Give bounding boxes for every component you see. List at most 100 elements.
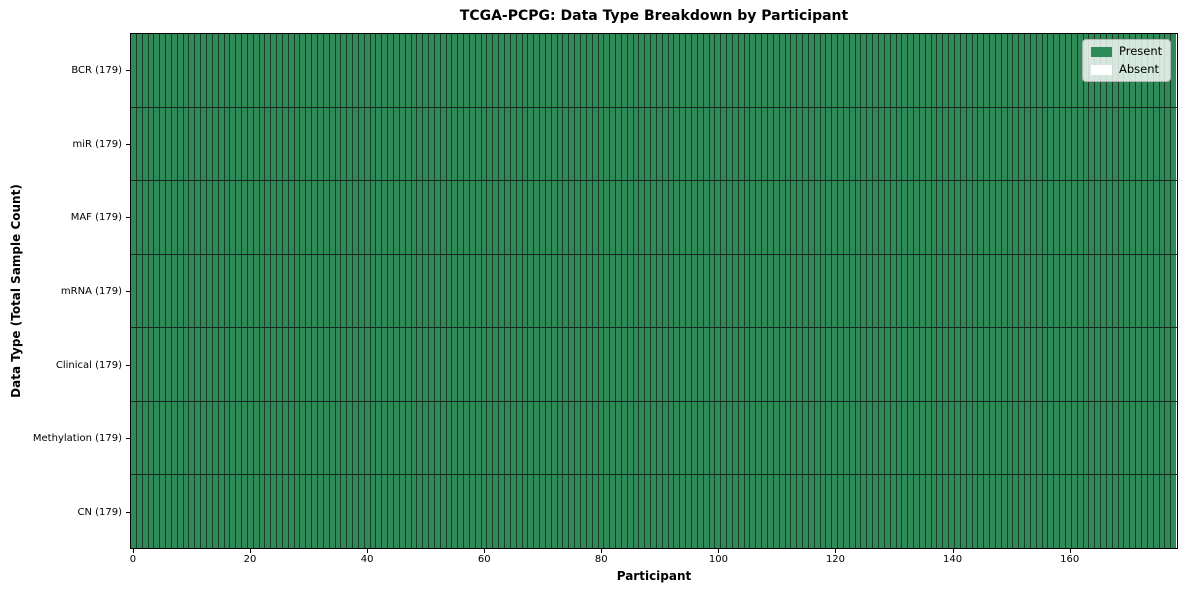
heatmap-cell <box>1030 34 1037 107</box>
heatmap-cell <box>557 107 564 181</box>
heatmap-cell <box>732 401 739 475</box>
heatmap-cell <box>984 475 991 549</box>
heatmap-cell <box>773 34 780 107</box>
heatmap-cell <box>884 328 891 401</box>
heatmap-cell <box>557 181 564 254</box>
heatmap-cell <box>598 181 605 254</box>
heatmap-cell <box>323 328 330 401</box>
heatmap-cell <box>487 401 494 475</box>
heatmap-cell <box>510 401 517 475</box>
heatmap-cell <box>469 328 476 401</box>
heatmap-cell <box>540 181 546 254</box>
heatmap-cell <box>1048 401 1055 475</box>
heatmap-cell <box>282 475 289 549</box>
heatmap-cell <box>756 254 763 328</box>
heatmap-cell <box>230 328 237 401</box>
heatmap-cell <box>154 107 161 181</box>
heatmap-cell <box>580 328 587 401</box>
heatmap-cell <box>1130 328 1137 401</box>
heatmap-cell <box>867 328 874 401</box>
heatmap-cell <box>265 34 272 107</box>
heatmap-cell <box>411 475 418 549</box>
heatmap-cell <box>236 107 243 181</box>
heatmap-cell <box>353 254 359 328</box>
heatmap-cell <box>867 254 874 328</box>
heatmap-cell <box>405 34 412 107</box>
x-tick-mark <box>250 549 252 553</box>
heatmap-cell <box>592 34 599 107</box>
heatmap-cell <box>808 34 815 107</box>
heatmap-cell <box>773 181 780 254</box>
heatmap-cell <box>902 401 909 475</box>
heatmap-cell <box>843 254 850 328</box>
heatmap-cell <box>347 107 354 181</box>
heatmap-cell <box>545 181 552 254</box>
heatmap-cell <box>651 107 657 181</box>
heatmap-cell <box>417 254 424 328</box>
heatmap-cell <box>1159 401 1166 475</box>
heatmap-cell <box>1118 475 1125 549</box>
heatmap-cell <box>376 254 383 328</box>
heatmap-cell <box>540 328 546 401</box>
heatmap-cell <box>767 328 774 401</box>
heatmap-cell <box>1060 254 1066 328</box>
heatmap-cell <box>282 254 289 328</box>
heatmap-cell <box>832 328 839 401</box>
heatmap-cell <box>487 254 494 328</box>
heatmap-cell <box>142 181 149 254</box>
heatmap-cell <box>440 254 447 328</box>
heatmap-cell <box>1106 328 1113 401</box>
heatmap-cell <box>528 401 535 475</box>
heatmap-cell <box>1077 401 1084 475</box>
heatmap-cell <box>329 181 336 254</box>
heatmap-cell <box>1071 107 1078 181</box>
y-tick-label: BCR (179) <box>71 64 122 76</box>
heatmap-cell <box>697 401 704 475</box>
heatmap-cell <box>440 34 447 107</box>
heatmap-cell <box>621 475 628 549</box>
heatmap-cell <box>785 328 792 401</box>
heatmap-cell <box>481 475 488 549</box>
heatmap-cell <box>300 328 307 401</box>
heatmap-cell <box>873 181 879 254</box>
heatmap-cell <box>610 475 617 549</box>
heatmap-cell <box>855 328 862 401</box>
heatmap-cell <box>469 401 476 475</box>
heatmap-cell <box>458 34 465 107</box>
heatmap-cell <box>464 254 470 328</box>
heatmap-cell <box>177 34 184 107</box>
heatmap-cell <box>791 107 798 181</box>
heatmap-cell <box>1019 181 1026 254</box>
heatmap-cell <box>715 401 722 475</box>
heatmap-cell <box>908 107 915 181</box>
heatmap-cell <box>399 34 406 107</box>
heatmap-cell <box>715 107 722 181</box>
heatmap-cell <box>475 107 482 181</box>
heatmap-cell <box>534 181 541 254</box>
heatmap-cell <box>1101 254 1107 328</box>
heatmap-cell <box>487 181 494 254</box>
heatmap-cell <box>171 181 178 254</box>
heatmap-cell <box>727 328 733 401</box>
heatmap-cell <box>855 107 862 181</box>
heatmap-cell <box>177 328 184 401</box>
heatmap-cell <box>469 181 476 254</box>
heatmap-cell <box>312 107 318 181</box>
heatmap-cell <box>358 34 365 107</box>
heatmap-cell <box>1141 181 1148 254</box>
heatmap-cell <box>271 34 278 107</box>
heatmap-cell <box>177 181 184 254</box>
heatmap-cell <box>621 181 628 254</box>
heatmap-cell <box>797 254 804 328</box>
heatmap-cell <box>423 475 430 549</box>
heatmap-cell <box>727 34 733 107</box>
heatmap-cell <box>1136 181 1142 254</box>
heatmap-cell <box>1048 181 1055 254</box>
heatmap-cell <box>902 254 909 328</box>
heatmap-cell <box>1112 475 1119 549</box>
heatmap-cell <box>873 328 879 401</box>
heatmap-cell <box>785 475 792 549</box>
heatmap-cell <box>376 34 383 107</box>
heatmap-cell <box>978 328 985 401</box>
heatmap-cell <box>569 254 576 328</box>
